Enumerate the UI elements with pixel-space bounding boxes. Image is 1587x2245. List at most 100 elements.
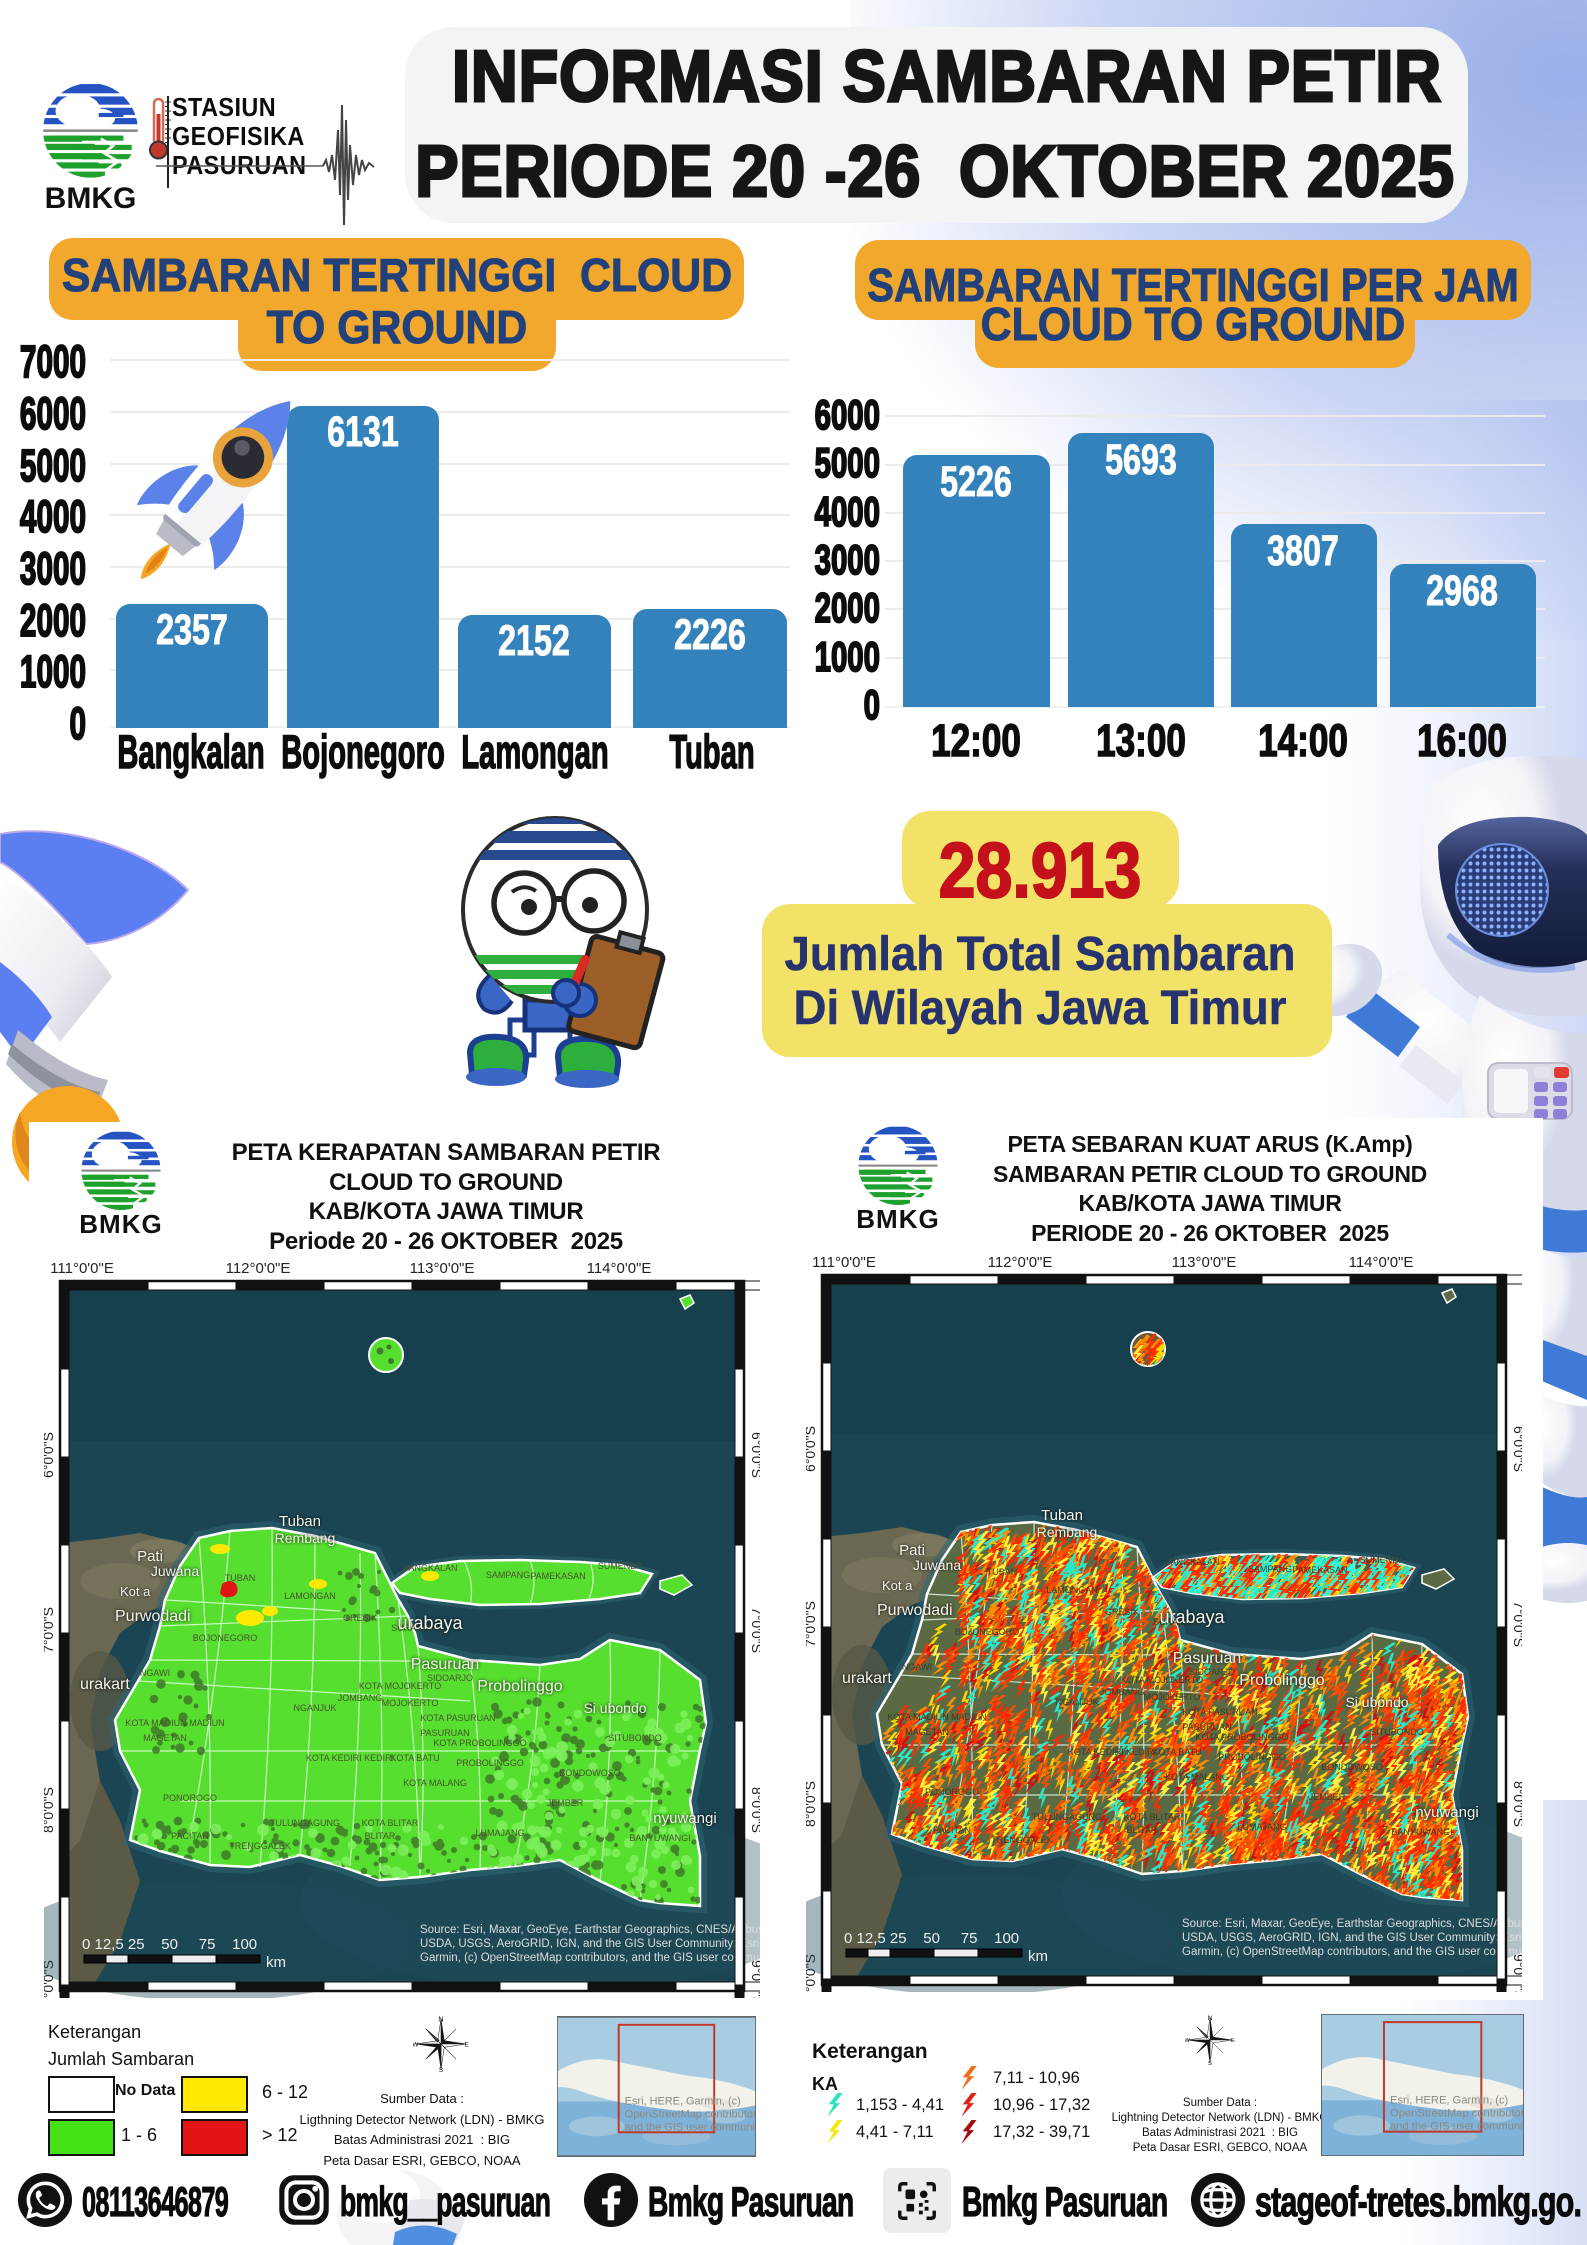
- svg-text:113°0'0"E: 113°0'0"E: [410, 1260, 475, 1277]
- svg-text:PACITAN: PACITAN: [171, 1831, 209, 1841]
- svg-text:and the GIS user community: and the GIS user community: [1390, 2121, 1524, 2133]
- svg-text:Purwodadi: Purwodadi: [877, 1602, 953, 1619]
- svg-text:BOJONEGORO: BOJONEGORO: [955, 1627, 1020, 1637]
- svg-text:km: km: [1028, 1948, 1048, 1965]
- svg-text:S: S: [1208, 2061, 1212, 2065]
- svg-text:Source: Esri, Maxar, GeoEye, E: Source: Esri, Maxar, GeoEye, Earthstar G…: [420, 1924, 760, 1936]
- svg-text:9°0'0"S: 9°0'0"S: [1511, 1954, 1522, 1992]
- svg-text:Rembang: Rembang: [1037, 1524, 1098, 1540]
- svg-text:6°0'0"S: 6°0'0"S: [44, 1432, 56, 1478]
- svg-text:7°0'0"S: 7°0'0"S: [44, 1607, 56, 1653]
- svg-text:0 12,5 25 50 75 100: 0 12,5 25 50 75 100: [82, 1936, 257, 1953]
- svg-text:111°0'0"E: 111°0'0"E: [812, 1254, 876, 1271]
- svg-text:KOTA MOJOKERTO: KOTA MOJOKERTO: [359, 1681, 442, 1691]
- svg-text:Kot a: Kot a: [882, 1578, 913, 1593]
- svg-text:GRESIK: GRESIK: [343, 1613, 377, 1623]
- svg-text:KOTA KEDIRI KEDIRI: KOTA KEDIRI KEDIRI: [306, 1753, 394, 1763]
- svg-text:E: E: [464, 2041, 469, 2048]
- svg-text:PAMEKASAN: PAMEKASAN: [530, 1571, 585, 1581]
- svg-text:Probolinggo: Probolinggo: [1239, 1672, 1325, 1689]
- svg-text:Kot a: Kot a: [120, 1584, 151, 1599]
- svg-text:KOTA KEDIRI KEDIRI: KOTA KEDIRI KEDIRI: [1068, 1747, 1156, 1757]
- svg-text:urakart: urakart: [842, 1670, 892, 1687]
- svg-text:SIDOARJO: SIDOARJO: [427, 1673, 473, 1683]
- svg-text:BANGKALAN: BANGKALAN: [1164, 1557, 1219, 1567]
- svg-text:Source: Esri, Maxar, GeoEye, E: Source: Esri, Maxar, GeoEye, Earthstar G…: [1182, 1918, 1522, 1930]
- svg-text:km: km: [266, 1954, 286, 1971]
- svg-text:SUMENEP: SUMENEP: [1360, 1555, 1405, 1565]
- svg-text:TRENGGALEK: TRENGGALEK: [991, 1835, 1053, 1845]
- svg-text:MOJOKERTO: MOJOKERTO: [1144, 1692, 1201, 1702]
- svg-text:KOTA MOJOKERTO: KOTA MOJOKERTO: [1121, 1675, 1204, 1685]
- svg-text:PROBOLINGGO: PROBOLINGGO: [1218, 1752, 1286, 1762]
- svg-text:Purwodadi: Purwodadi: [115, 1608, 191, 1625]
- svg-text:8°0'0"S: 8°0'0"S: [1511, 1781, 1522, 1827]
- svg-text:Pasuruan: Pasuruan: [411, 1656, 480, 1673]
- svg-text:BONDOWOSO: BONDOWOSO: [559, 1768, 621, 1778]
- svg-text:JEMBER: JEMBER: [547, 1798, 584, 1808]
- svg-text:TRENGGALEK: TRENGGALEK: [229, 1841, 291, 1851]
- svg-text:PASURUAN: PASURUAN: [420, 1728, 469, 1738]
- svg-text:KOTA PROBOLINGGO: KOTA PROBOLINGGO: [433, 1738, 526, 1748]
- svg-text:Tuban: Tuban: [1041, 1507, 1083, 1524]
- svg-text:JOMBANG: JOMBANG: [1100, 1687, 1145, 1697]
- svg-text:9°0'0"S: 9°0'0"S: [749, 1960, 760, 1998]
- svg-text:nyuwangi: nyuwangi: [1415, 1804, 1478, 1821]
- svg-text:112°0'0"E: 112°0'0"E: [988, 1254, 1053, 1271]
- svg-text:NGAWI: NGAWI: [140, 1668, 170, 1678]
- svg-text:OpenStreetMap contributors,: OpenStreetMap contributors,: [625, 2108, 756, 2120]
- svg-text:urakart: urakart: [80, 1676, 130, 1693]
- svg-text:and the GIS user community: and the GIS user community: [625, 2121, 756, 2133]
- svg-text:TULUNGAGUNG: TULUNGAGUNG: [270, 1818, 340, 1828]
- svg-text:urabaya: urabaya: [1159, 1607, 1225, 1627]
- svg-text:LAMONGAN: LAMONGAN: [284, 1591, 336, 1601]
- svg-text:PAMEKASAN: PAMEKASAN: [1292, 1565, 1347, 1575]
- svg-text:OpenStreetMap contributors,: OpenStreetMap contributors,: [1390, 2107, 1524, 2119]
- svg-text:W: W: [413, 2041, 419, 2048]
- svg-text:Garmin, (c) OpenStreetMap cont: Garmin, (c) OpenStreetMap contributors, …: [1182, 1946, 1522, 1958]
- svg-text:9°0'0"S: 9°0'0"S: [806, 1954, 818, 1992]
- svg-text:SIDOARJO: SIDOARJO: [1189, 1667, 1235, 1677]
- svg-text:Esri, HERE, Garmin, (c): Esri, HERE, Garmin, (c): [1390, 2094, 1509, 2106]
- svg-text:NGANJUK: NGANJUK: [1055, 1697, 1098, 1707]
- svg-text:Pati: Pati: [137, 1548, 163, 1565]
- svg-text:Pasuruan: Pasuruan: [1173, 1650, 1242, 1667]
- svg-text:TULUNGAGUNG: TULUNGAGUNG: [1032, 1812, 1102, 1822]
- svg-text:Esri, HERE, Garmin, (c): Esri, HERE, Garmin, (c): [625, 2095, 741, 2107]
- svg-text:BANGKALAN: BANGKALAN: [402, 1563, 457, 1573]
- svg-text:KOTA PASURUAN: KOTA PASURUAN: [420, 1713, 495, 1723]
- svg-text:KOTA MADIUN MADIUN: KOTA MADIUN MADIUN: [887, 1712, 986, 1722]
- svg-text:114°0'0"E: 114°0'0"E: [587, 1260, 652, 1277]
- svg-text:111°0'0"E: 111°0'0"E: [50, 1260, 114, 1277]
- svg-text:Tuban: Tuban: [279, 1513, 321, 1530]
- svg-text:KOTA BLITAR: KOTA BLITAR: [362, 1818, 419, 1828]
- svg-text:114°0'0"E: 114°0'0"E: [1349, 1254, 1414, 1271]
- svg-text:TUBAN: TUBAN: [987, 1567, 1018, 1577]
- svg-text:TUBAN: TUBAN: [225, 1573, 256, 1583]
- svg-text:Si ubondo: Si ubondo: [1345, 1694, 1408, 1710]
- svg-text:Garmin, (c) OpenStreetMap cont: Garmin, (c) OpenStreetMap contributors, …: [420, 1952, 760, 1964]
- svg-text:SITUBONDO: SITUBONDO: [1370, 1727, 1424, 1737]
- svg-text:8°0'0"S: 8°0'0"S: [806, 1781, 818, 1827]
- svg-text:SURABAYA: SURABAYA: [1153, 1617, 1201, 1627]
- svg-text:SAMPANG: SAMPANG: [1248, 1564, 1292, 1574]
- svg-text:PASURUAN: PASURUAN: [1182, 1722, 1231, 1732]
- svg-text:urabaya: urabaya: [397, 1613, 463, 1633]
- svg-text:LUMAJANG: LUMAJANG: [1237, 1822, 1286, 1832]
- svg-text:JEMBER: JEMBER: [1309, 1792, 1346, 1802]
- svg-text:0 12,5 25 50 75 100: 0 12,5 25 50 75 100: [844, 1930, 1019, 1947]
- svg-text:Pati: Pati: [899, 1542, 925, 1559]
- svg-text:7°0'0"S: 7°0'0"S: [806, 1601, 818, 1647]
- svg-text:JOMBANG: JOMBANG: [338, 1693, 383, 1703]
- svg-text:MAGETAN: MAGETAN: [143, 1733, 187, 1743]
- svg-text:LUMAJANG: LUMAJANG: [475, 1828, 524, 1838]
- svg-text:N: N: [1208, 2015, 1213, 2022]
- svg-text:BOJONEGORO: BOJONEGORO: [193, 1633, 258, 1643]
- svg-text:KOTA BATU: KOTA BATU: [1152, 1747, 1201, 1757]
- svg-text:Rembang: Rembang: [275, 1530, 336, 1546]
- svg-text:BONDOWOSO: BONDOWOSO: [1321, 1762, 1383, 1772]
- svg-text:9°0'0"S: 9°0'0"S: [44, 1960, 56, 1998]
- svg-text:E: E: [1231, 2038, 1235, 2044]
- svg-text:KOTA PROBOLINGGO: KOTA PROBOLINGGO: [1195, 1732, 1288, 1742]
- svg-text:KOTA BLITAR: KOTA BLITAR: [1124, 1812, 1181, 1822]
